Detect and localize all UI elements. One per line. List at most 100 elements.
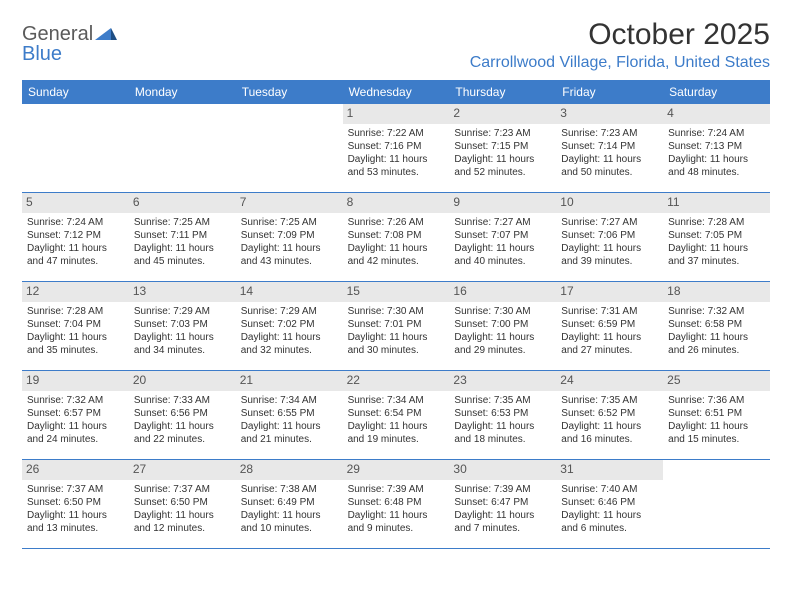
day-number: 19: [22, 371, 129, 391]
weekday-header: Monday: [129, 80, 236, 104]
daylight-line: Daylight: 11 hours and 18 minutes.: [454, 420, 551, 446]
daylight-line: Daylight: 11 hours and 12 minutes.: [134, 509, 231, 535]
day-number: 3: [556, 104, 663, 124]
day-number: 6: [129, 193, 236, 213]
calendar-day: 3Sunrise: 7:23 AMSunset: 7:14 PMDaylight…: [556, 104, 663, 192]
calendar-week: 1Sunrise: 7:22 AMSunset: 7:16 PMDaylight…: [22, 104, 770, 193]
calendar-day-empty: [22, 104, 129, 192]
daylight-line: Daylight: 11 hours and 48 minutes.: [668, 153, 765, 179]
sunrise-line: Sunrise: 7:23 AM: [561, 127, 658, 140]
sunrise-line: Sunrise: 7:34 AM: [241, 394, 338, 407]
daylight-line: Daylight: 11 hours and 9 minutes.: [348, 509, 445, 535]
daylight-line: Daylight: 11 hours and 10 minutes.: [241, 509, 338, 535]
calendar-day: 7Sunrise: 7:25 AMSunset: 7:09 PMDaylight…: [236, 193, 343, 281]
sunset-line: Sunset: 6:51 PM: [668, 407, 765, 420]
sunrise-line: Sunrise: 7:28 AM: [27, 305, 124, 318]
daylight-line: Daylight: 11 hours and 7 minutes.: [454, 509, 551, 535]
calendar-week: 19Sunrise: 7:32 AMSunset: 6:57 PMDayligh…: [22, 371, 770, 460]
daylight-line: Daylight: 11 hours and 19 minutes.: [348, 420, 445, 446]
calendar-day: 26Sunrise: 7:37 AMSunset: 6:50 PMDayligh…: [22, 460, 129, 548]
calendar-day: 14Sunrise: 7:29 AMSunset: 7:02 PMDayligh…: [236, 282, 343, 370]
daylight-line: Daylight: 11 hours and 43 minutes.: [241, 242, 338, 268]
day-number: 4: [663, 104, 770, 124]
sunrise-line: Sunrise: 7:33 AM: [134, 394, 231, 407]
sunrise-line: Sunrise: 7:27 AM: [454, 216, 551, 229]
calendar-day: 10Sunrise: 7:27 AMSunset: 7:06 PMDayligh…: [556, 193, 663, 281]
daylight-line: Daylight: 11 hours and 37 minutes.: [668, 242, 765, 268]
calendar-day: 28Sunrise: 7:38 AMSunset: 6:49 PMDayligh…: [236, 460, 343, 548]
day-number: 28: [236, 460, 343, 480]
calendar-day: 9Sunrise: 7:27 AMSunset: 7:07 PMDaylight…: [449, 193, 556, 281]
weekday-header: Wednesday: [343, 80, 450, 104]
daylight-line: Daylight: 11 hours and 50 minutes.: [561, 153, 658, 179]
daylight-line: Daylight: 11 hours and 47 minutes.: [27, 242, 124, 268]
sunset-line: Sunset: 6:50 PM: [27, 496, 124, 509]
calendar-day: 8Sunrise: 7:26 AMSunset: 7:08 PMDaylight…: [343, 193, 450, 281]
logo: General Blue: [22, 18, 117, 64]
logo-mark-icon: [95, 23, 117, 45]
sunrise-line: Sunrise: 7:37 AM: [134, 483, 231, 496]
day-number: 25: [663, 371, 770, 391]
calendar-day: 13Sunrise: 7:29 AMSunset: 7:03 PMDayligh…: [129, 282, 236, 370]
sunrise-line: Sunrise: 7:23 AM: [454, 127, 551, 140]
sunrise-line: Sunrise: 7:29 AM: [241, 305, 338, 318]
calendar-day: 1Sunrise: 7:22 AMSunset: 7:16 PMDaylight…: [343, 104, 450, 192]
sunset-line: Sunset: 7:13 PM: [668, 140, 765, 153]
calendar-day: 15Sunrise: 7:30 AMSunset: 7:01 PMDayligh…: [343, 282, 450, 370]
sunrise-line: Sunrise: 7:32 AM: [27, 394, 124, 407]
day-number: 26: [22, 460, 129, 480]
sunrise-line: Sunrise: 7:34 AM: [348, 394, 445, 407]
daylight-line: Daylight: 11 hours and 24 minutes.: [27, 420, 124, 446]
month-title: October 2025: [470, 18, 770, 52]
calendar-day: 29Sunrise: 7:39 AMSunset: 6:48 PMDayligh…: [343, 460, 450, 548]
sunrise-line: Sunrise: 7:26 AM: [348, 216, 445, 229]
day-number: 8: [343, 193, 450, 213]
calendar-day-empty: [663, 460, 770, 548]
daylight-line: Daylight: 11 hours and 34 minutes.: [134, 331, 231, 357]
sunrise-line: Sunrise: 7:27 AM: [561, 216, 658, 229]
sunset-line: Sunset: 6:48 PM: [348, 496, 445, 509]
daylight-line: Daylight: 11 hours and 21 minutes.: [241, 420, 338, 446]
sunset-line: Sunset: 7:16 PM: [348, 140, 445, 153]
sunrise-line: Sunrise: 7:29 AM: [134, 305, 231, 318]
logo-text-1: General: [22, 23, 93, 45]
calendar-day: 5Sunrise: 7:24 AMSunset: 7:12 PMDaylight…: [22, 193, 129, 281]
calendar-day: 25Sunrise: 7:36 AMSunset: 6:51 PMDayligh…: [663, 371, 770, 459]
day-number: 21: [236, 371, 343, 391]
sunset-line: Sunset: 7:00 PM: [454, 318, 551, 331]
sunrise-line: Sunrise: 7:40 AM: [561, 483, 658, 496]
daylight-line: Daylight: 11 hours and 16 minutes.: [561, 420, 658, 446]
calendar-day: 11Sunrise: 7:28 AMSunset: 7:05 PMDayligh…: [663, 193, 770, 281]
day-number: 1: [343, 104, 450, 124]
daylight-line: Daylight: 11 hours and 6 minutes.: [561, 509, 658, 535]
calendar-day-empty: [236, 104, 343, 192]
sunrise-line: Sunrise: 7:35 AM: [561, 394, 658, 407]
calendar-day: 17Sunrise: 7:31 AMSunset: 6:59 PMDayligh…: [556, 282, 663, 370]
sunset-line: Sunset: 6:50 PM: [134, 496, 231, 509]
sunrise-line: Sunrise: 7:24 AM: [27, 216, 124, 229]
day-number: 16: [449, 282, 556, 302]
sunset-line: Sunset: 7:03 PM: [134, 318, 231, 331]
sunset-line: Sunset: 6:57 PM: [27, 407, 124, 420]
day-number: 27: [129, 460, 236, 480]
calendar-day-empty: [129, 104, 236, 192]
day-number: 12: [22, 282, 129, 302]
weekday-header: Saturday: [663, 80, 770, 104]
sunset-line: Sunset: 7:04 PM: [27, 318, 124, 331]
daylight-line: Daylight: 11 hours and 35 minutes.: [27, 331, 124, 357]
sunset-line: Sunset: 7:09 PM: [241, 229, 338, 242]
calendar-day: 23Sunrise: 7:35 AMSunset: 6:53 PMDayligh…: [449, 371, 556, 459]
calendar-day: 24Sunrise: 7:35 AMSunset: 6:52 PMDayligh…: [556, 371, 663, 459]
sunset-line: Sunset: 6:52 PM: [561, 407, 658, 420]
day-number: 5: [22, 193, 129, 213]
sunset-line: Sunset: 7:15 PM: [454, 140, 551, 153]
calendar-day: 31Sunrise: 7:40 AMSunset: 6:46 PMDayligh…: [556, 460, 663, 548]
day-number: 30: [449, 460, 556, 480]
day-number: 14: [236, 282, 343, 302]
sunset-line: Sunset: 6:46 PM: [561, 496, 658, 509]
day-number: 9: [449, 193, 556, 213]
day-number: 11: [663, 193, 770, 213]
day-number: 20: [129, 371, 236, 391]
weekday-header: Friday: [556, 80, 663, 104]
sunrise-line: Sunrise: 7:25 AM: [134, 216, 231, 229]
